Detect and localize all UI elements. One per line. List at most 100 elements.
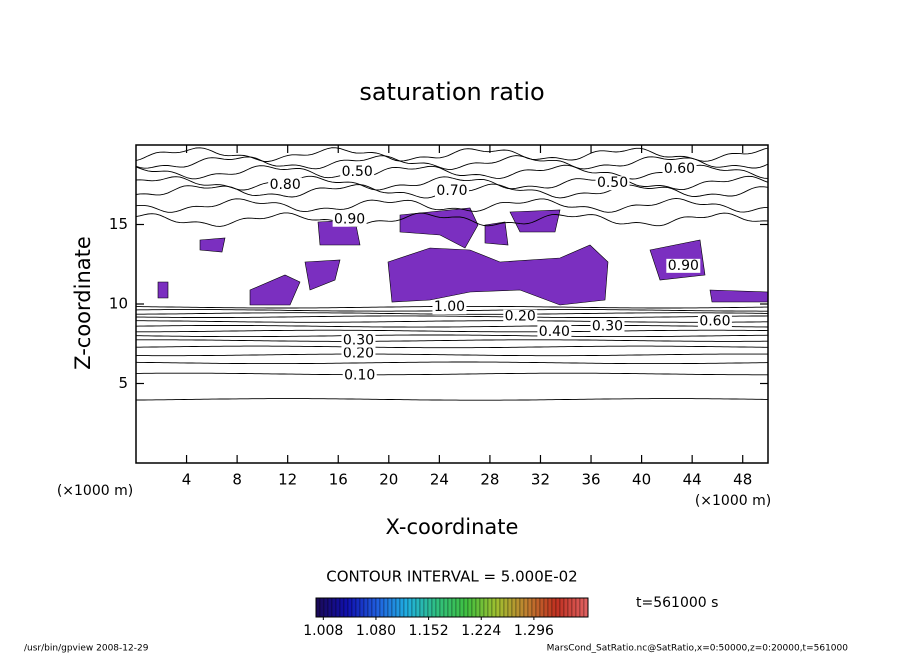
shaded-region [484,221,509,246]
contour-line [135,361,769,365]
contour-label: 0.20 [505,309,536,325]
colorbar-cell [315,597,321,618]
shaded-region [399,207,479,249]
x-tick-label: 16 [329,471,348,489]
contour-line [136,320,768,323]
colorbar-cell [407,597,413,618]
colorbar-cell [363,597,369,618]
x-tick-label: 48 [733,471,752,489]
colorbar-cell [403,597,409,618]
colorbar-cell [395,597,401,618]
x-tick-label: 32 [531,471,550,489]
colorbar-cell [327,597,333,618]
colorbar-cell [447,597,453,618]
colorbar-cell [367,597,373,618]
y-tick-label: 10 [109,295,128,313]
colorbar-cell [383,597,389,618]
colorbar-cell [499,597,505,618]
contour-line [136,372,768,376]
colorbar-cell [475,597,481,618]
contour-label: 0.10 [344,368,375,384]
colorbar-cell [547,597,553,618]
x-tick-label: 20 [379,471,398,489]
colorbar-tick-label: 1.296 [514,623,554,639]
x-tick-label: 28 [480,471,499,489]
contour-label: 0.50 [597,175,628,191]
contour-label: 0.50 [342,164,373,180]
colorbar-cell [355,597,361,618]
colorbar-cell [571,597,577,618]
colorbar-cell [331,597,337,618]
colorbar-tick-label: 1.008 [303,623,343,639]
footer-left: /usr/bin/gpview 2008-12-29 [24,644,149,654]
colorbar-cell [339,597,345,618]
contour-label-bg [341,346,376,361]
contour-interval: CONTOUR INTERVAL = 5.000E-02 [326,568,577,586]
contour-label: 0.90 [668,258,699,274]
contour-label: 0.80 [270,177,301,193]
shaded-regions [157,207,769,306]
contour-line [135,155,769,170]
colorbar-cell [515,597,521,618]
colorbar-frame [315,597,589,618]
colorbar-cell [519,597,525,618]
x-unit: (×1000 m) [57,483,133,499]
colorbar-cell [555,597,561,618]
colorbar-cell [319,597,325,618]
contour-label-bg [340,165,375,180]
colorbar-cell [379,597,385,618]
colorbar-cell [439,597,445,618]
chart-title: saturation ratio [359,78,544,106]
x-tick-label: 8 [232,471,242,489]
y-tick-label: 5 [118,374,128,392]
contour-label: 0.20 [343,345,374,361]
colorbar-cell [463,597,469,618]
shaded-region [387,244,609,306]
colorbar-cell [343,597,349,618]
colorbar-cell [471,597,477,618]
contour-label: 1.00 [434,299,465,315]
colorbar-cell [495,597,501,618]
time-label: t=561000 s [636,595,718,611]
colorbar-cell [335,597,341,618]
colorbar-cell [423,597,429,618]
colorbar-cell [491,597,497,618]
colorbar-cell [551,597,557,618]
contour-line [135,197,769,213]
colorbar-cell [511,597,517,618]
colorbar-cell [443,597,449,618]
footer-right: MarsCond_SatRatio.nc@SatRatio,x=0:50000,… [547,644,849,654]
colorbar-cell [455,597,461,618]
contour-line [135,315,769,318]
contour-line [136,334,769,338]
contour-label-bg [332,212,367,227]
contour-label-bg [697,314,732,329]
colorbar-cell [487,597,493,618]
contour-label-bg [666,258,701,273]
contour-label-bg [435,184,469,199]
contour-line [135,147,769,162]
colorbar-cell [451,597,457,618]
shaded-region [249,274,301,306]
colorbar-cell [323,597,329,618]
contour-line [135,212,769,228]
contour-label-bg [341,333,376,348]
colorbar-cell [531,597,537,618]
colorbar-cell [427,597,433,618]
colorbar-cell [351,597,357,618]
colorbar-cell [467,597,473,618]
contour-line [135,175,769,191]
contour-line [135,325,769,328]
x-tick-label: 36 [581,471,600,489]
contour-line [136,339,768,342]
colorbar-cell [419,597,425,618]
colorbar-cell [575,597,581,618]
shaded-region [304,259,341,291]
contour-label: 0.30 [343,333,374,349]
colorbar-cell [559,597,565,618]
colorbar-cell [583,597,589,618]
colorbar-cell [371,597,377,618]
contour-label: 0.90 [334,212,365,228]
contour-label-bg [432,300,467,315]
